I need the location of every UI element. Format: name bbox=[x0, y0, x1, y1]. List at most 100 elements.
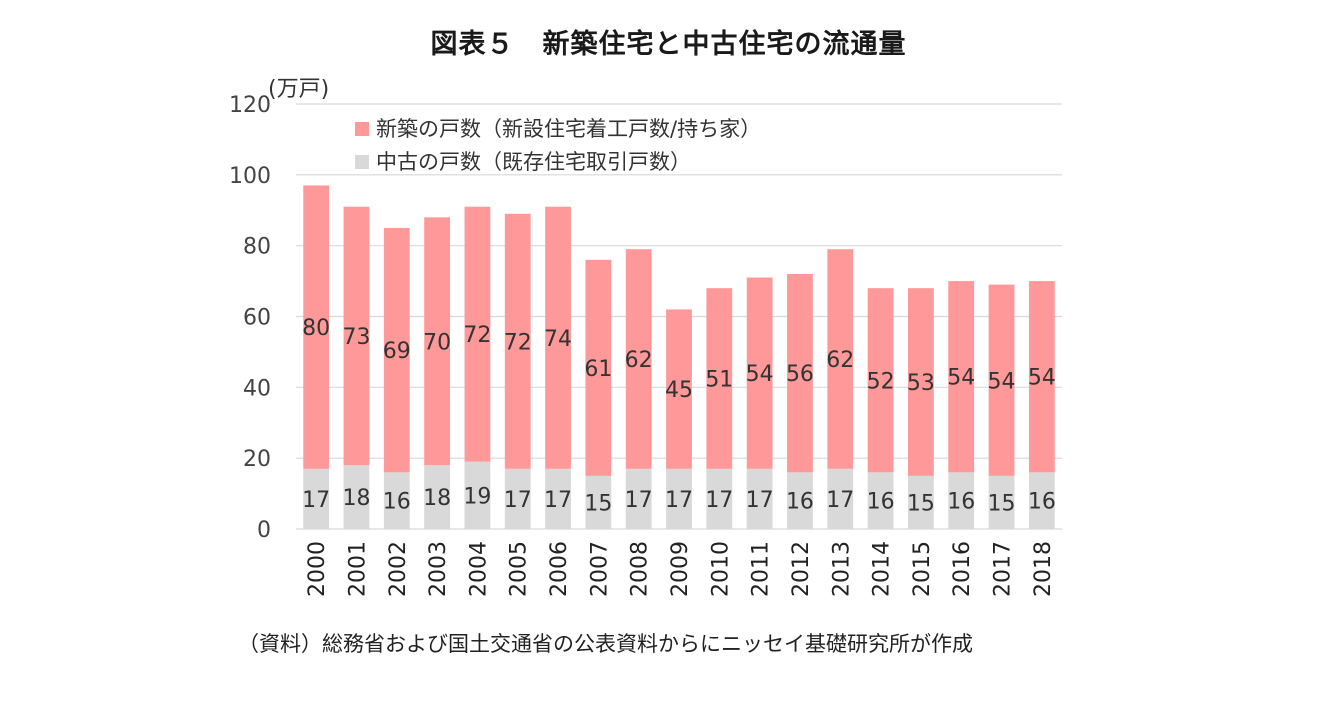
bar-new-homes bbox=[988, 284, 1015, 476]
bar-used-homes bbox=[948, 472, 975, 529]
y-tick-label: 120 bbox=[229, 93, 271, 118]
legend-swatch bbox=[355, 122, 369, 136]
data-label-new: 51 bbox=[705, 367, 733, 392]
x-tick-label: 2008 bbox=[628, 541, 653, 597]
bar-new-homes bbox=[746, 277, 773, 469]
data-label-new: 62 bbox=[826, 348, 854, 373]
bar-used-homes bbox=[1028, 472, 1055, 529]
data-label-new: 53 bbox=[907, 371, 935, 396]
legend-label: 新築の戸数（新設住宅着工戸数/持ち家） bbox=[376, 117, 761, 141]
data-label-new: 54 bbox=[746, 362, 774, 387]
bar-new-homes bbox=[907, 288, 934, 476]
bar-used-homes bbox=[343, 465, 370, 529]
data-label-new: 56 bbox=[786, 362, 814, 387]
x-tick-label: 2009 bbox=[668, 541, 693, 597]
bar-new-homes bbox=[383, 227, 410, 473]
x-tick-label: 2013 bbox=[829, 541, 854, 597]
y-tick-label: 0 bbox=[257, 518, 271, 543]
y-tick-label: 60 bbox=[243, 306, 271, 331]
bar-new-homes bbox=[827, 249, 854, 469]
x-tick-label: 2018 bbox=[1031, 541, 1056, 597]
legend-swatch bbox=[355, 155, 369, 169]
bar-new-homes bbox=[464, 206, 491, 462]
data-label-used: 17 bbox=[504, 488, 532, 513]
bar-new-homes bbox=[424, 217, 451, 466]
y-unit-label: (万戸) bbox=[268, 77, 329, 102]
y-tick-label: 80 bbox=[243, 235, 271, 260]
bar-new-homes bbox=[948, 281, 975, 473]
bars: 17 80 18 73 16 69 18 70 19 72 17 72 17 74 15 61 17 62 17 45… bbox=[302, 185, 1056, 529]
x-tick-label: 2003 bbox=[426, 541, 451, 597]
x-tick-label: 2000 bbox=[305, 541, 330, 597]
x-tick-label: 2012 bbox=[789, 541, 814, 597]
x-tick-label: 2001 bbox=[345, 541, 370, 597]
bar-used-homes bbox=[988, 475, 1015, 529]
data-label-used: 16 bbox=[383, 490, 411, 515]
data-label-used: 17 bbox=[705, 488, 733, 513]
bar-new-homes bbox=[504, 213, 531, 469]
x-tick-label: 2014 bbox=[870, 541, 895, 597]
x-tick-label: 2017 bbox=[991, 541, 1016, 597]
source-note: （資料）総務省および国土交通省の公表資料からにニッセイ基礎研究所が作成 bbox=[238, 632, 973, 656]
data-label-used: 19 bbox=[463, 484, 491, 509]
x-axis: 2000 2001 2002 2003 2004 2005 2006 2007 2008 2009… bbox=[305, 541, 1056, 597]
bar-used-homes bbox=[504, 468, 531, 529]
bar-new-homes bbox=[787, 274, 813, 473]
data-label-used: 15 bbox=[907, 491, 935, 516]
data-label-used: 16 bbox=[947, 490, 975, 515]
bar-used-homes bbox=[787, 472, 813, 529]
data-label-new: 73 bbox=[342, 325, 370, 350]
bar-new-homes bbox=[625, 249, 652, 469]
bar-new-homes bbox=[545, 206, 571, 469]
bar-used-homes bbox=[464, 461, 491, 529]
x-tick-label: 2007 bbox=[587, 541, 612, 597]
data-label-used: 15 bbox=[584, 491, 612, 516]
bar-used-homes bbox=[545, 468, 571, 529]
bar-new-homes bbox=[867, 288, 894, 473]
data-label-used: 17 bbox=[746, 488, 774, 513]
data-label-new: 61 bbox=[584, 357, 612, 382]
data-label-used: 16 bbox=[867, 490, 895, 515]
data-label-new: 54 bbox=[947, 366, 975, 391]
x-tick-label: 2002 bbox=[386, 541, 411, 597]
bar-new-homes bbox=[303, 185, 330, 469]
bar-used-homes bbox=[666, 468, 692, 529]
data-label-new: 54 bbox=[988, 369, 1016, 394]
x-tick-label: 2004 bbox=[466, 541, 491, 597]
bar-used-homes bbox=[424, 465, 451, 529]
data-label-new: 54 bbox=[1028, 366, 1056, 391]
data-label-used: 17 bbox=[625, 488, 653, 513]
bar-new-homes bbox=[1028, 281, 1055, 473]
data-label-used: 18 bbox=[342, 486, 370, 511]
x-tick-label: 2015 bbox=[910, 541, 935, 597]
data-label-new: 62 bbox=[625, 348, 653, 373]
data-label-used: 16 bbox=[1028, 490, 1056, 515]
bar-used-homes bbox=[303, 468, 330, 529]
data-label-new: 72 bbox=[504, 330, 532, 355]
y-tick-label: 100 bbox=[229, 164, 271, 189]
data-label-used: 16 bbox=[786, 490, 814, 515]
data-label-used: 17 bbox=[826, 488, 854, 513]
bar-new-homes bbox=[585, 259, 612, 476]
bar-used-homes bbox=[867, 472, 894, 529]
y-axis: 0 20 40 60 80 100 120 bbox=[229, 93, 271, 543]
data-label-used: 17 bbox=[544, 488, 572, 513]
x-tick-label: 2006 bbox=[547, 541, 572, 597]
bar-new-homes bbox=[343, 206, 370, 466]
legend-label: 中古の戸数（既存住宅取引戸数） bbox=[376, 150, 691, 174]
bar-used-homes bbox=[746, 468, 773, 529]
data-label-new: 52 bbox=[867, 369, 895, 394]
y-tick-label: 20 bbox=[243, 447, 271, 472]
bar-used-homes bbox=[625, 468, 652, 529]
data-label-used: 17 bbox=[302, 488, 330, 513]
bar-new-homes bbox=[666, 309, 692, 469]
chart-title: 図表５ 新築住宅と中古住宅の流通量 bbox=[430, 29, 907, 60]
data-label-used: 15 bbox=[988, 491, 1016, 516]
bar-used-homes bbox=[706, 468, 733, 529]
bar-new-homes bbox=[706, 288, 733, 469]
data-label-new: 72 bbox=[463, 323, 491, 348]
data-label-new: 70 bbox=[423, 330, 451, 355]
bar-used-homes bbox=[585, 475, 612, 529]
data-label-used: 18 bbox=[423, 486, 451, 511]
